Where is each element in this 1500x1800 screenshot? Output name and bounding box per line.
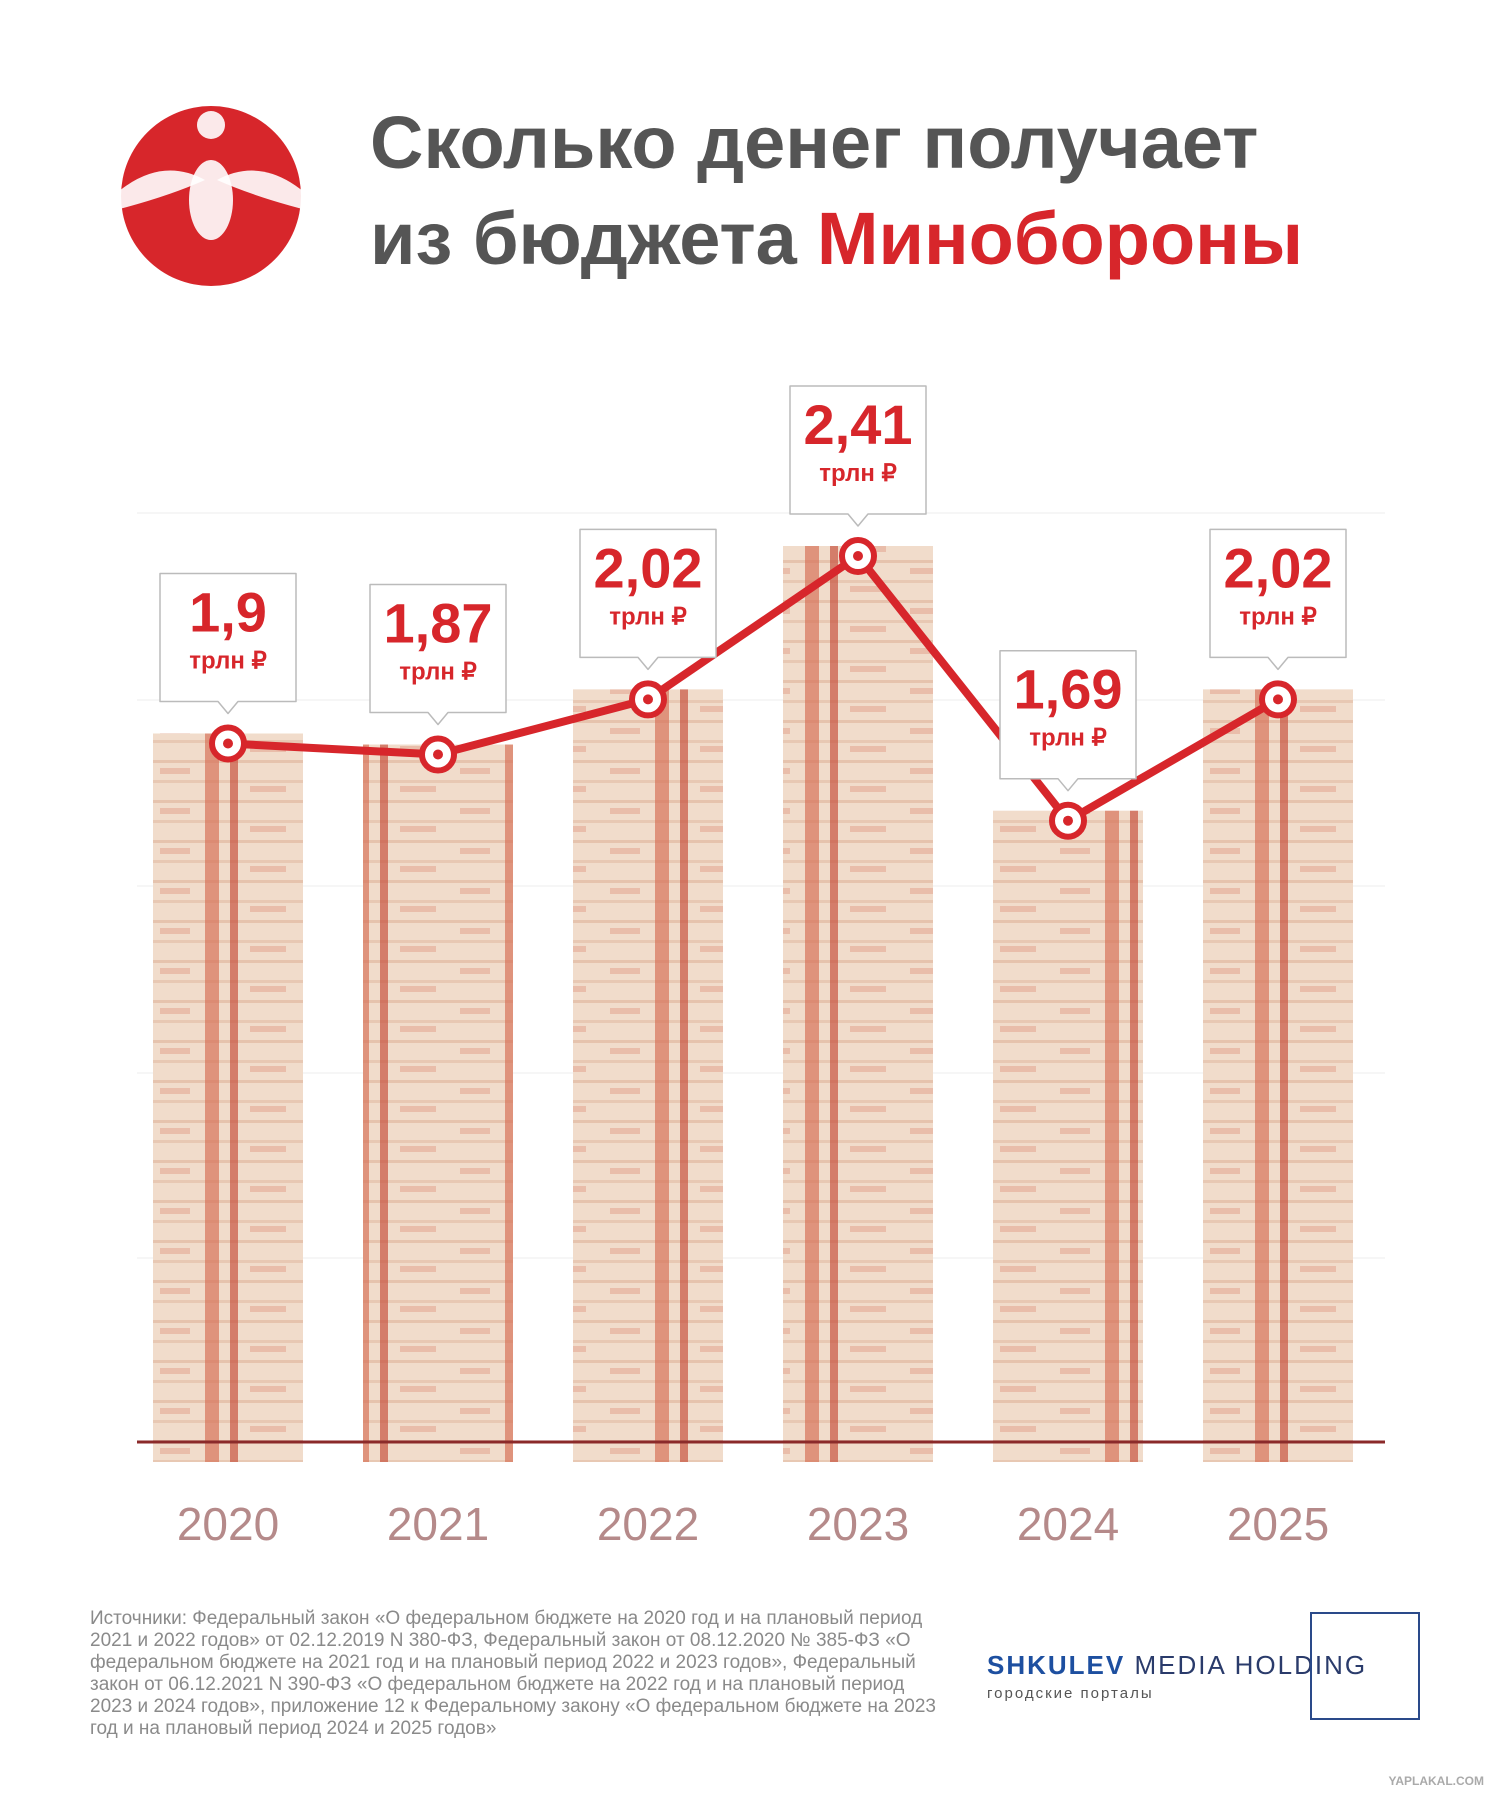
unit-label: трлн ₽ [819, 460, 897, 487]
unit-label: трлн ₽ [189, 647, 267, 674]
money-stack [993, 810, 1143, 1462]
value-label: 2,02 [1224, 536, 1333, 599]
brand-rest: MEDIA HOLDING [1134, 1650, 1368, 1680]
x-tick-label: 2024 [1017, 1498, 1119, 1550]
point-center [1273, 694, 1283, 705]
x-tick-label: 2023 [807, 1498, 909, 1550]
brand-frame [1310, 1718, 1420, 1720]
value-label: 1,69 [1014, 658, 1123, 721]
title-highlight: Минобороны [816, 197, 1304, 280]
callout [159, 572, 297, 715]
money-stack [1203, 689, 1353, 1462]
line [227, 550, 1281, 826]
x-tick-label: 2025 [1227, 1498, 1329, 1550]
title-line-2: из бюджета Минобороны [370, 196, 1303, 281]
unit-label: трлн ₽ [1029, 725, 1107, 752]
point-center [643, 694, 653, 705]
point-center [853, 551, 863, 561]
brand: SHKULEV MEDIA HOLDING [987, 1650, 1367, 1681]
point-center [1063, 815, 1073, 826]
value-label: 1,9 [189, 580, 267, 643]
money-stack [783, 546, 933, 1462]
point-center [433, 749, 443, 760]
callout [369, 583, 507, 726]
sources: Источники: Федеральный закон «О федераль… [90, 1608, 936, 1739]
callout [999, 649, 1137, 792]
money-stack [363, 744, 513, 1462]
value-label: 2,41 [804, 393, 913, 456]
callout [579, 528, 717, 671]
brand-sub: городские порталы [987, 1685, 1154, 1702]
logo [95, 106, 327, 286]
unit-label: трлн ₽ [1239, 603, 1317, 630]
money-stack [153, 733, 303, 1462]
callout [1209, 528, 1347, 671]
value-label: 1,87 [384, 592, 493, 655]
x-tick-label: 2020 [177, 1498, 279, 1550]
unit-label: трлн ₽ [399, 659, 477, 686]
watermark: YAPLAKAL.COM [1388, 1774, 1484, 1788]
title-text: из бюджета [370, 197, 797, 280]
callout [789, 385, 927, 527]
title-line-1: Сколько денег получает [370, 101, 1259, 184]
point-center [223, 738, 233, 749]
brand-frame [1310, 1612, 1420, 1720]
x-tick-label: 2021 [387, 1498, 489, 1550]
money-stack [573, 689, 723, 1462]
x-tick-label: 2022 [597, 1498, 699, 1550]
unit-label: трлн ₽ [609, 603, 687, 630]
grid [137, 512, 1385, 1259]
brand-name: SHKULEV [987, 1650, 1126, 1680]
brand-frame [1310, 1612, 1312, 1720]
value-label: 2,02 [594, 536, 703, 599]
